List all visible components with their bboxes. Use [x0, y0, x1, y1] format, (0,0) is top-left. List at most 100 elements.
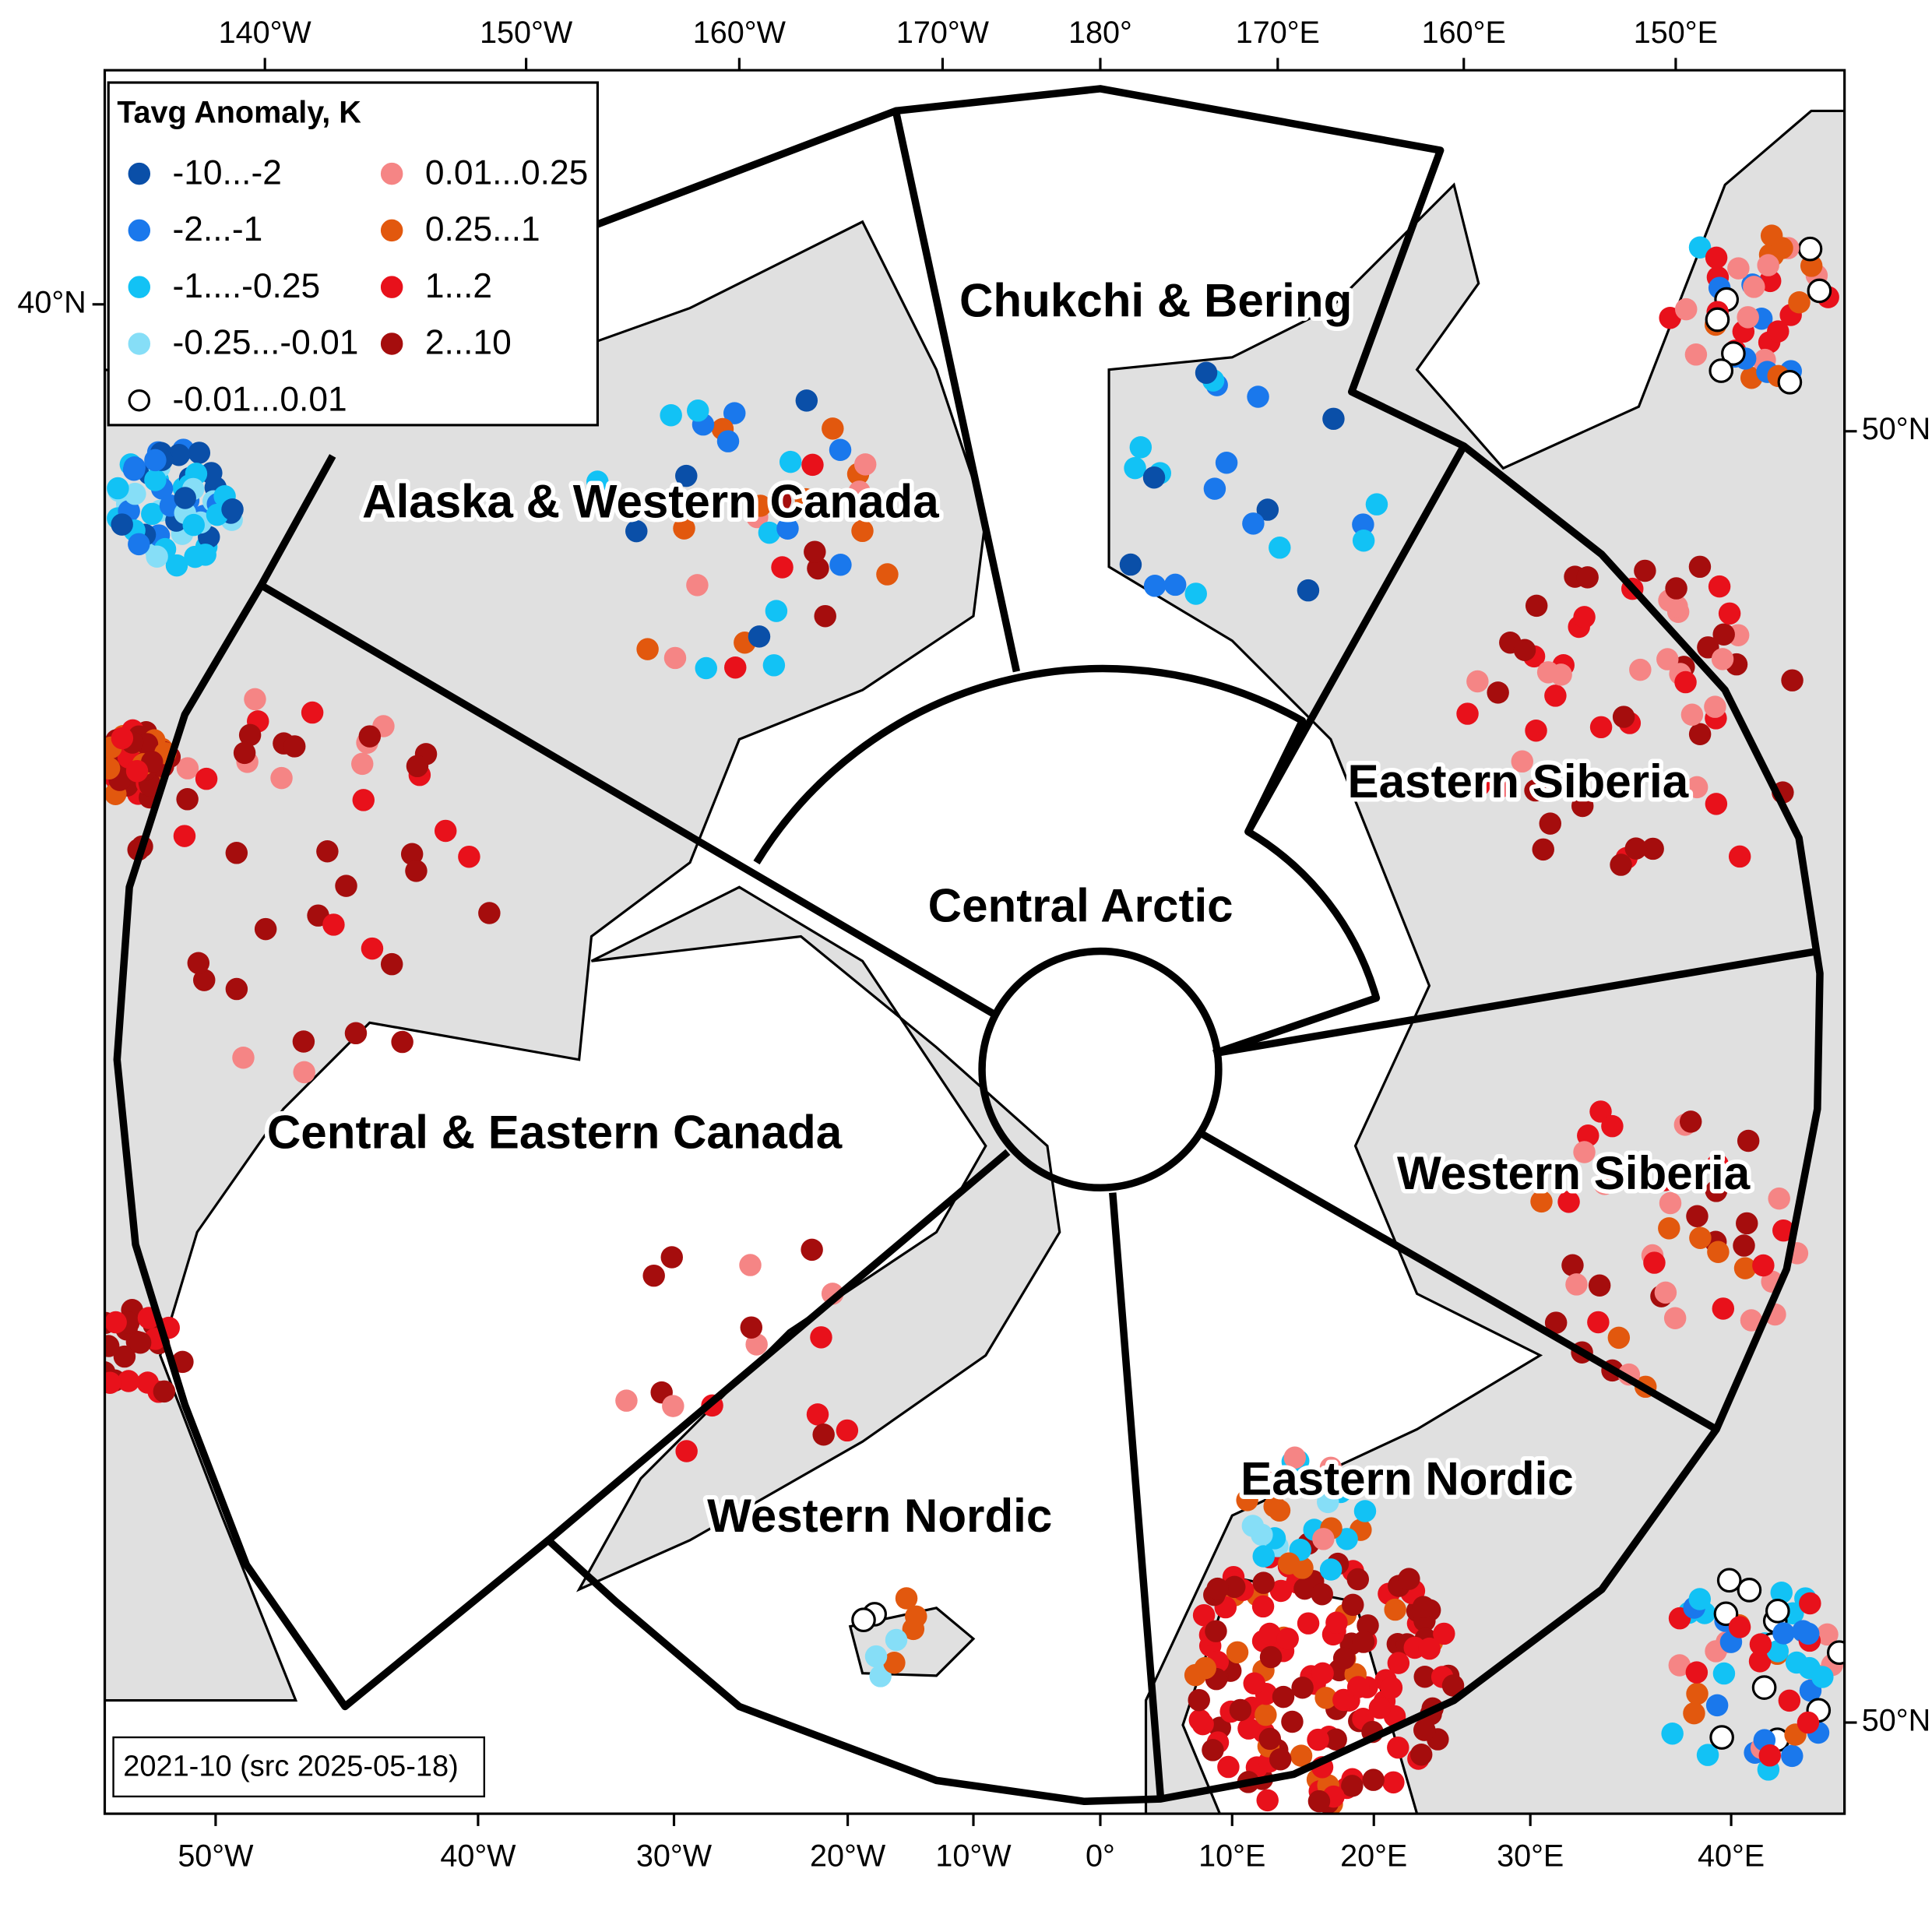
station	[1728, 1616, 1751, 1638]
station	[1685, 1661, 1709, 1684]
station	[1674, 670, 1697, 694]
station	[1721, 341, 1746, 366]
station	[184, 545, 206, 568]
station	[1705, 793, 1728, 815]
station	[1713, 1601, 1739, 1627]
station	[1767, 320, 1789, 343]
station	[836, 1419, 859, 1442]
station	[1656, 648, 1679, 670]
station	[740, 1316, 763, 1339]
station	[1712, 1662, 1736, 1685]
station	[283, 735, 306, 758]
legend-label: -0.01...0.01	[173, 381, 347, 419]
station	[1704, 695, 1726, 718]
station	[1557, 1191, 1580, 1213]
station	[1194, 1656, 1216, 1680]
station	[675, 1440, 698, 1462]
station	[1278, 1552, 1300, 1575]
station	[1291, 1677, 1314, 1699]
station	[128, 533, 150, 556]
station	[1748, 1650, 1772, 1673]
station	[1544, 1311, 1568, 1334]
station	[1696, 1744, 1719, 1766]
top-label: 170°E	[1236, 16, 1320, 50]
station	[810, 1326, 832, 1349]
station	[107, 477, 129, 500]
station	[335, 875, 357, 897]
station	[244, 688, 266, 711]
station	[1258, 1727, 1282, 1751]
station	[807, 557, 829, 580]
station	[1826, 1640, 1845, 1666]
station	[1163, 573, 1187, 596]
land	[104, 109, 1845, 1814]
station	[351, 752, 374, 776]
station	[391, 1030, 413, 1054]
station	[1758, 1744, 1782, 1767]
station	[125, 759, 149, 783]
station	[1307, 1728, 1329, 1751]
right-label: 50°N	[1862, 412, 1930, 446]
legend-box	[107, 81, 599, 427]
station	[1252, 1571, 1275, 1594]
station	[322, 913, 345, 936]
station	[1243, 1672, 1265, 1695]
station	[144, 449, 167, 472]
station	[1785, 1651, 1808, 1674]
station	[1663, 1307, 1687, 1329]
station	[238, 723, 262, 747]
station	[1587, 1311, 1610, 1334]
station	[1571, 794, 1594, 818]
station	[675, 464, 698, 487]
bottom-label: 30°E	[1497, 1839, 1564, 1874]
station	[822, 417, 844, 440]
station	[1192, 1603, 1216, 1627]
station	[1223, 1575, 1246, 1599]
station	[1680, 703, 1704, 727]
station	[804, 540, 826, 563]
station	[174, 487, 196, 509]
station	[1688, 1588, 1712, 1610]
station	[1777, 369, 1803, 395]
station	[195, 767, 218, 790]
station	[301, 701, 324, 724]
station	[1456, 702, 1479, 725]
legend-label: 2...10	[425, 324, 512, 362]
station	[361, 937, 384, 960]
station	[1629, 658, 1652, 681]
station	[1380, 1677, 1403, 1699]
station	[1634, 559, 1656, 582]
station	[801, 453, 824, 477]
station	[1398, 1568, 1420, 1590]
station	[221, 498, 244, 521]
station	[1530, 1190, 1553, 1213]
station	[104, 757, 121, 779]
legend-marker	[128, 333, 151, 355]
station	[478, 902, 501, 924]
station	[1568, 767, 1592, 790]
station	[1771, 237, 1793, 259]
station	[695, 656, 717, 680]
station	[1352, 530, 1375, 552]
station	[1807, 278, 1832, 304]
station	[1255, 1475, 1277, 1497]
legend: Tavg Anomaly, K -10...-2 -2...-1 -1....-0.…	[107, 81, 599, 427]
legend-label: -1....-0.25	[173, 267, 321, 305]
station	[1387, 1652, 1410, 1674]
station	[1737, 306, 1759, 329]
station	[1689, 1226, 1712, 1249]
station	[1737, 1129, 1760, 1153]
station	[380, 952, 403, 976]
station	[1539, 812, 1561, 835]
top-label: 160°E	[1422, 16, 1506, 50]
station	[1269, 1748, 1292, 1771]
bottom-label: 50°W	[178, 1839, 254, 1874]
station	[1593, 1173, 1616, 1195]
station	[1688, 723, 1712, 746]
station	[1341, 1775, 1364, 1797]
station	[1577, 1124, 1599, 1147]
station	[1487, 681, 1509, 704]
station	[1737, 1578, 1762, 1603]
station	[400, 843, 424, 866]
station	[1215, 452, 1238, 474]
